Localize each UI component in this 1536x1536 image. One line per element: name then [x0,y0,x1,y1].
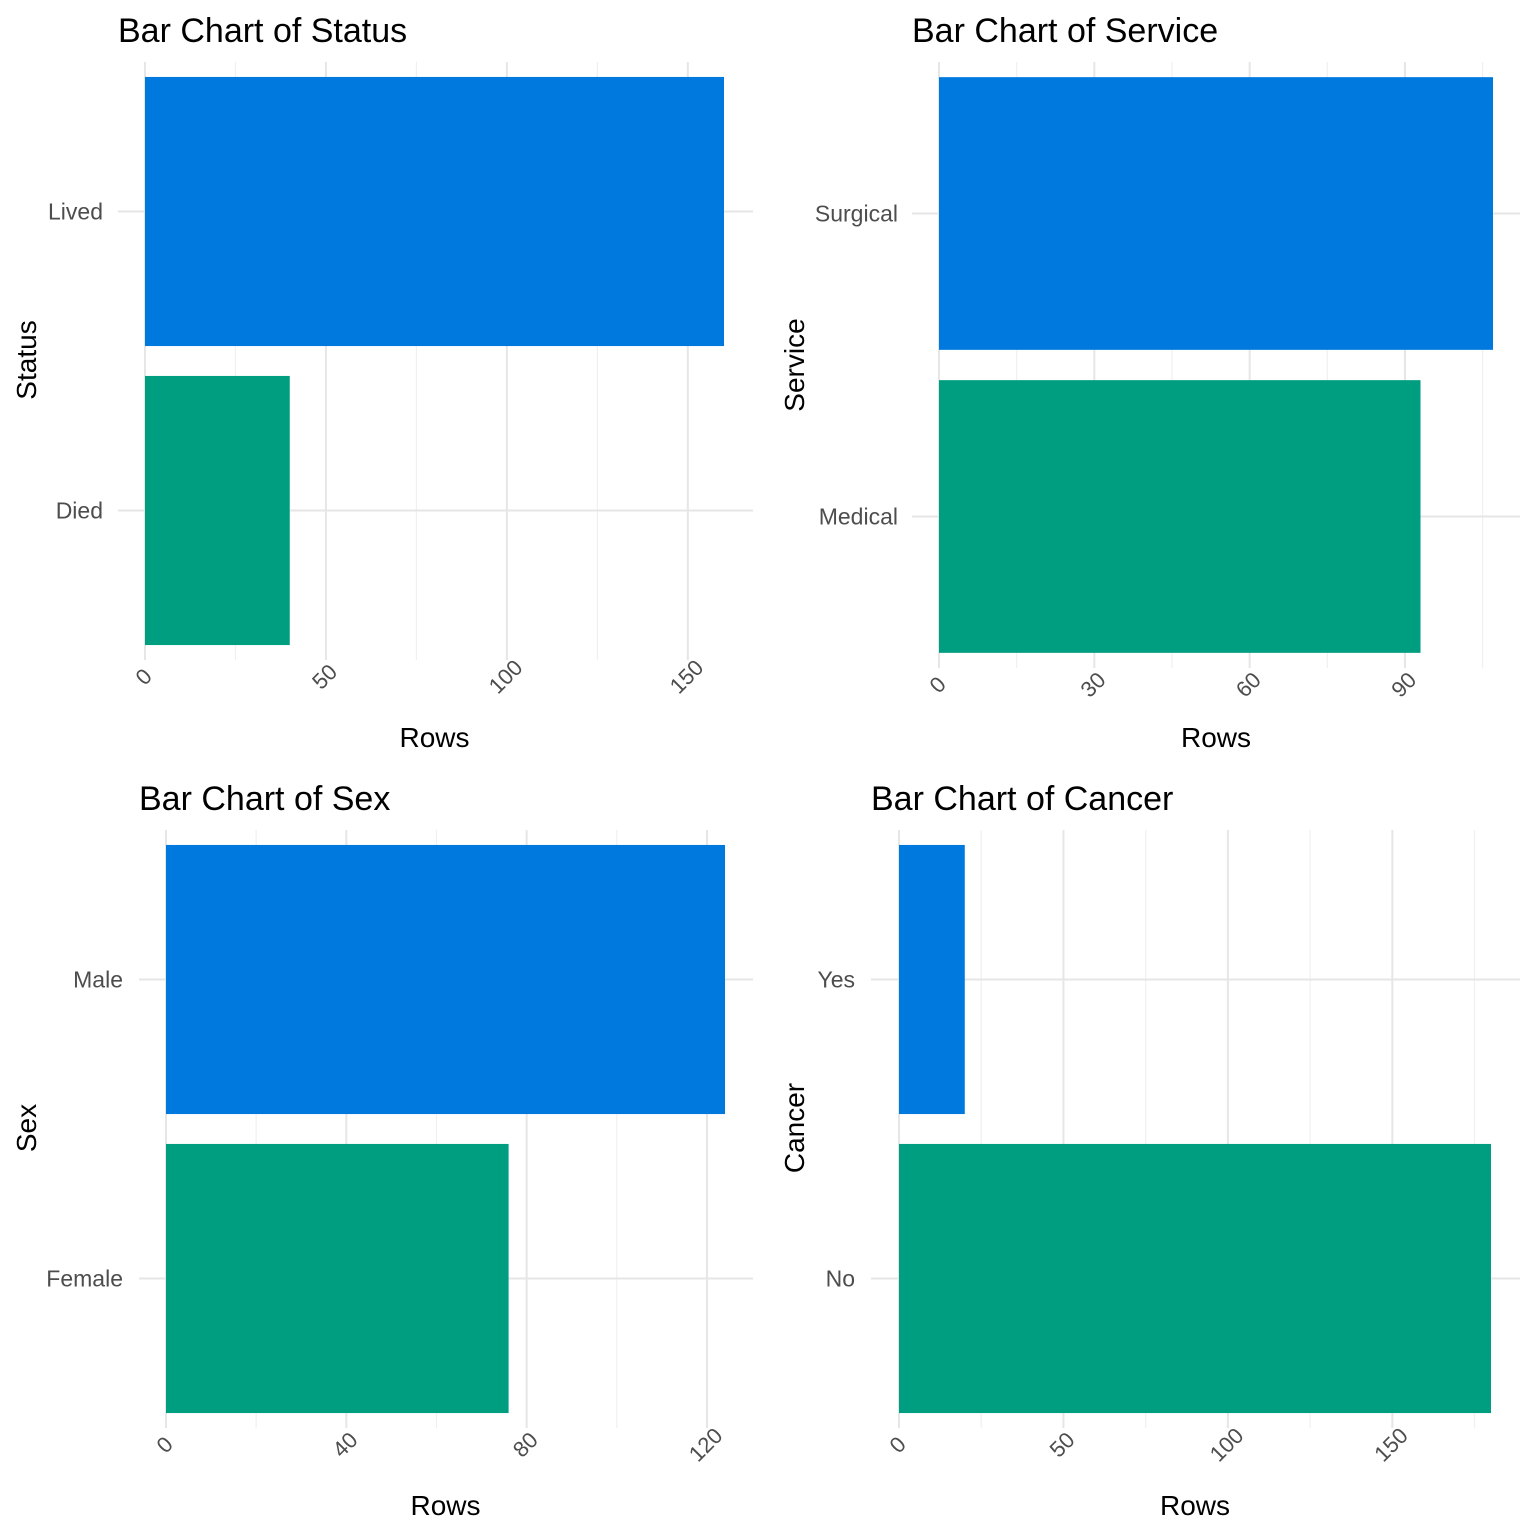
x-tick-label: 150 [665,655,709,699]
x-tick-label: 40 [328,1427,363,1462]
category-label: Lived [48,199,103,225]
bar-female [166,1143,509,1414]
x-axis-title: Rows [1160,1490,1230,1521]
x-tick-label: 30 [1076,667,1111,702]
x-tick-label: 50 [1045,1427,1080,1462]
chart-panel-service: Medical Surgical 0 30 60 90 Rows Service Bar Cha… [779,12,1520,753]
y-axis-title: Status [11,320,42,399]
bar-male [166,844,725,1115]
x-axis-title: Rows [1181,722,1251,753]
chart-title: Bar Chart of Cancer [871,780,1173,818]
x-tick-label: 100 [484,655,528,699]
bar-yes [899,844,965,1115]
category-label: Female [46,1266,123,1292]
category-label: Yes [817,967,855,993]
bar-lived [145,76,724,347]
x-tick-label: 60 [1231,667,1266,702]
x-tick-label: 120 [684,1423,728,1467]
chart-title: Bar Chart of Status [118,12,407,50]
x-axis-title: Rows [399,722,469,753]
x-tick-label: 0 [152,1432,178,1458]
category-label: Male [73,967,123,993]
x-tick-label: 150 [1369,1423,1413,1467]
x-tick-label: 100 [1205,1423,1249,1467]
y-axis-title: Service [779,318,810,411]
chart-panel-status: Died Lived 0 50 100 150 Rows Status Bar Chart of… [11,12,753,753]
x-tick-label: 0 [131,664,157,690]
bar-surgical [939,77,1493,350]
x-axis-title: Rows [410,1490,480,1521]
y-axis-title: Sex [11,1104,42,1152]
chart-title: Bar Chart of Service [912,12,1218,50]
category-label: Medical [819,504,898,530]
chart-panel-sex: Female Male 0 40 80 120 Rows Sex Bar Chart of Se… [11,780,753,1521]
bar-medical [939,380,1421,653]
x-tick-label: 50 [307,659,342,694]
chart-panel-cancer: No Yes 0 50 100 150 Rows Cancer Bar Chart of Can… [779,780,1520,1521]
x-tick-label: 0 [925,672,951,698]
category-label: Surgical [815,201,898,227]
category-label: Died [56,498,103,524]
x-tick-label: 90 [1386,667,1421,702]
y-axis-title: Cancer [779,1083,810,1173]
x-tick-label: 80 [508,1427,543,1462]
x-tick-label: 0 [885,1432,911,1458]
chart-title: Bar Chart of Sex [139,780,390,818]
category-label: No [826,1266,855,1292]
bar-died [145,375,290,646]
bar-no [899,1143,1491,1414]
